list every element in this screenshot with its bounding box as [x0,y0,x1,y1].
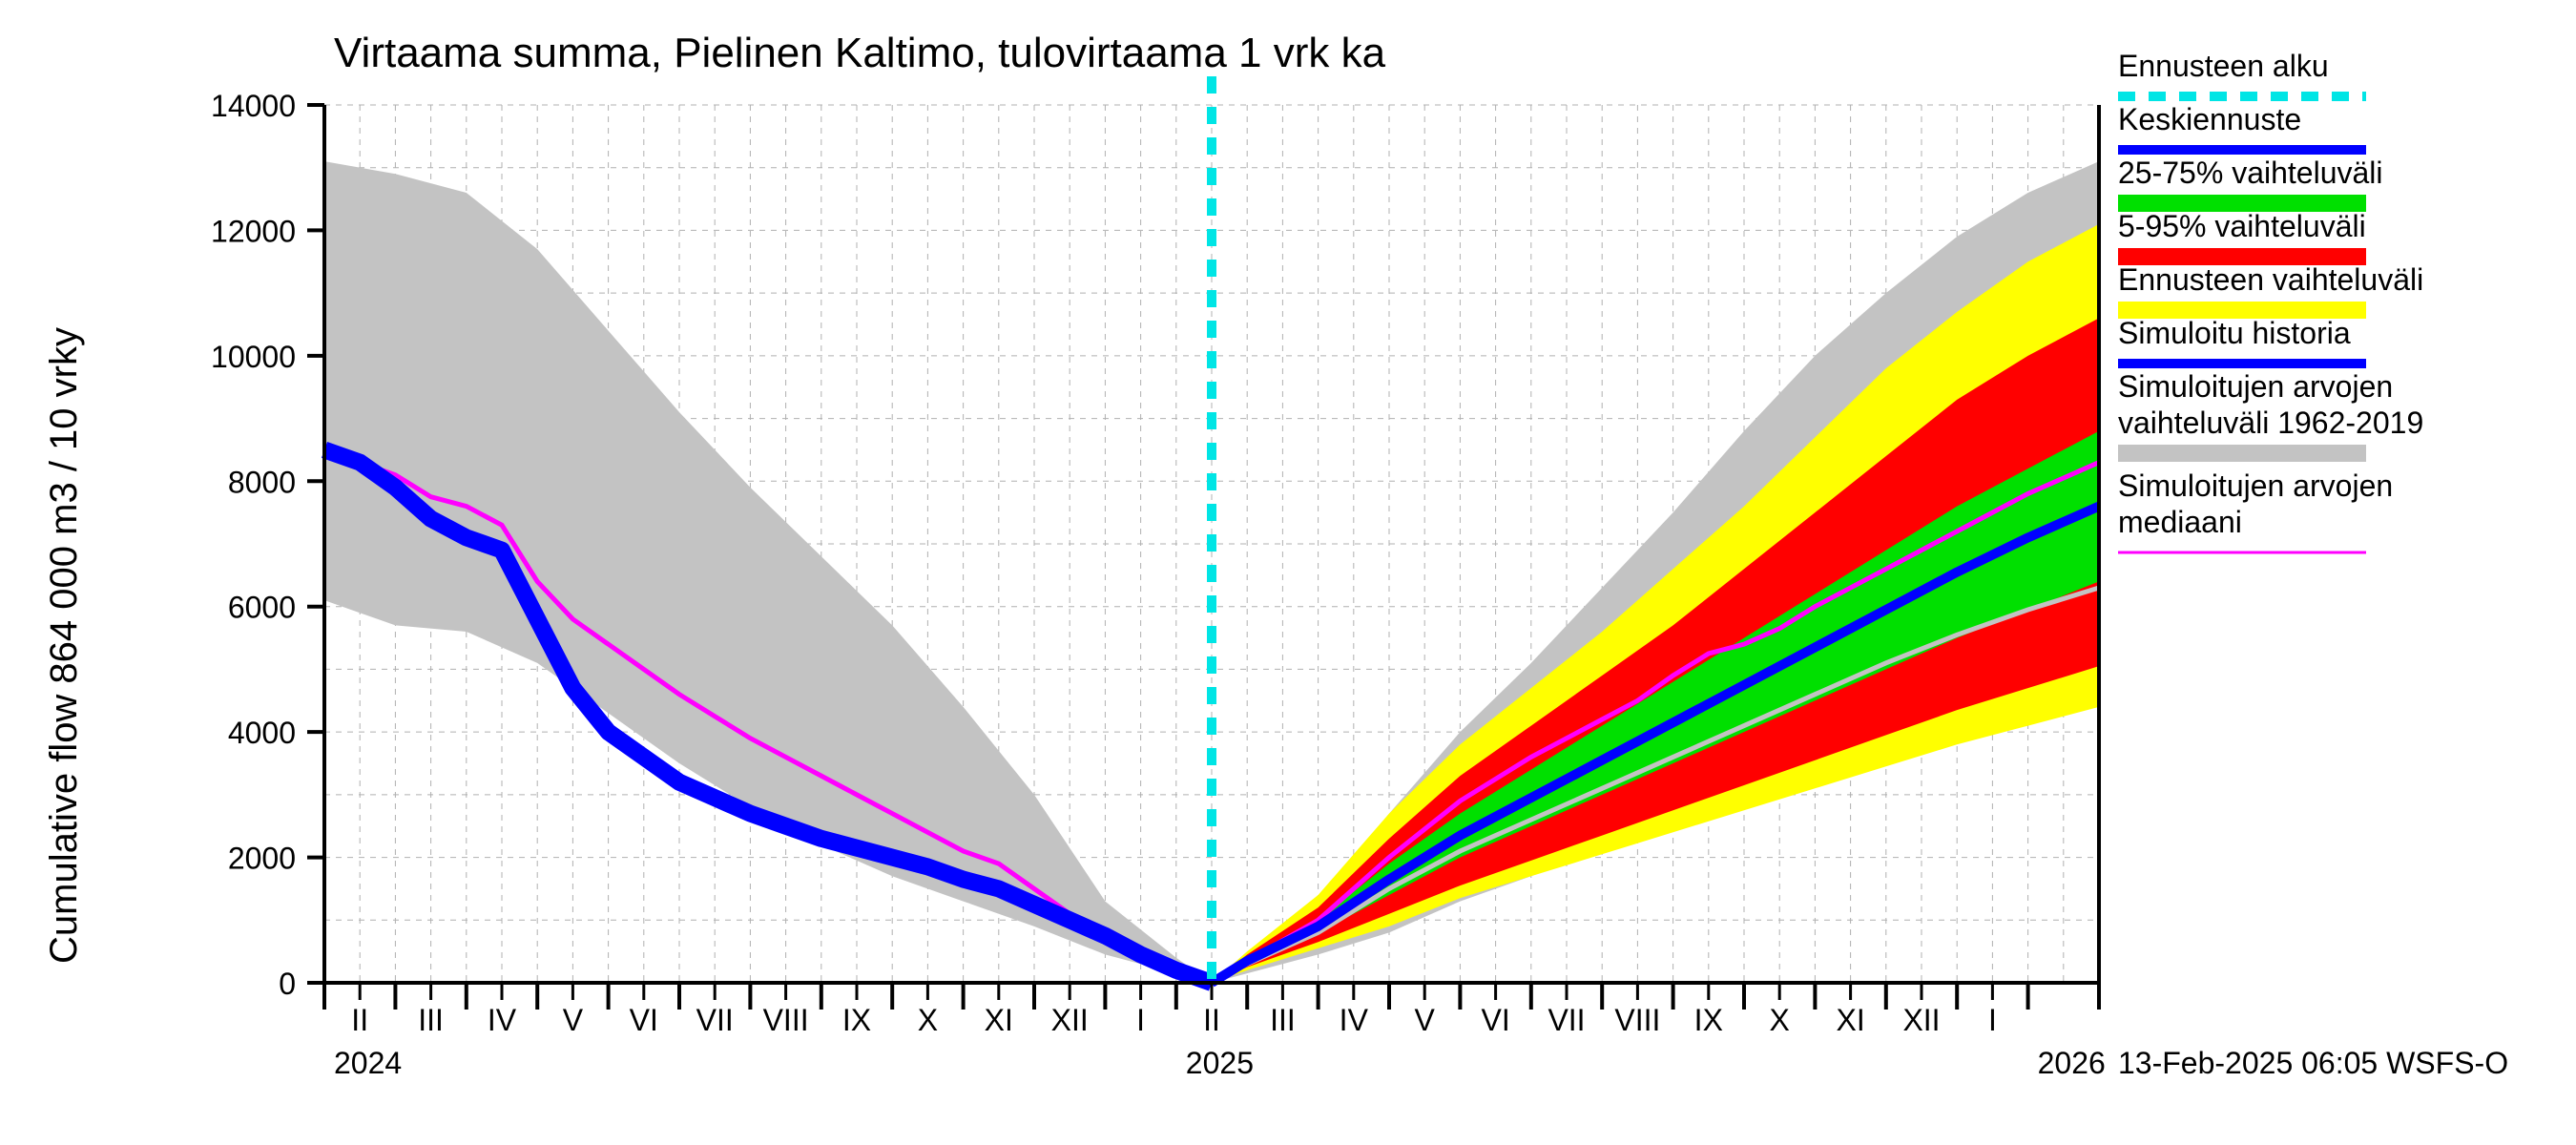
x-month-label: IX [842,1003,871,1037]
y-tick-label: 6000 [228,591,296,625]
x-month-label: VI [1481,1003,1509,1037]
x-month-label: V [563,1003,584,1037]
x-month-label: X [918,1003,938,1037]
x-month-label: X [1770,1003,1790,1037]
x-month-label: VII [1548,1003,1585,1037]
x-month-label: III [418,1003,444,1037]
x-month-label: I [1988,1003,1997,1037]
x-year-label: 2025 [1186,1046,1254,1080]
y-tick-label: 10000 [211,340,296,374]
x-month-label: XI [1836,1003,1864,1037]
legend-label: mediaani [2118,505,2242,539]
x-month-label: IV [488,1003,517,1037]
legend-label: Keskiennuste [2118,102,2301,136]
y-axis-label: Cumulative flow 864 000 m3 / 10 vrky [43,327,85,964]
x-month-label: III [1270,1003,1296,1037]
x-month-label: VIII [763,1003,809,1037]
x-month-label: XII [1902,1003,1940,1037]
chart-svg: 02000400060008000100001200014000IIIIIIVV… [0,0,2576,1145]
x-month-label: VI [630,1003,658,1037]
y-tick-label: 12000 [211,214,296,248]
chart-container: 02000400060008000100001200014000IIIIIIVV… [0,0,2576,1145]
x-month-label: V [1415,1003,1436,1037]
legend-label: Simuloitujen arvojen [2118,369,2393,404]
legend-label: vaihteluväli 1962-2019 [2118,406,2423,440]
x-month-label: VIII [1614,1003,1660,1037]
x-month-label: XII [1051,1003,1089,1037]
x-month-label: IV [1340,1003,1369,1037]
legend-label: 5-95% vaihteluväli [2118,209,2366,243]
legend-label: Simuloitu historia [2118,316,2351,350]
legend-label: Simuloitujen arvojen [2118,468,2393,503]
x-year-label: 2024 [334,1046,402,1080]
legend-label: Ennusteen alku [2118,49,2329,83]
y-tick-label: 2000 [228,842,296,876]
x-month-label: II [351,1003,368,1037]
x-month-label: XI [985,1003,1013,1037]
legend-label: 25-75% vaihteluväli [2118,156,2383,190]
y-tick-label: 4000 [228,716,296,750]
x-month-label: IX [1694,1003,1723,1037]
legend-swatch [2118,445,2366,462]
y-tick-label: 14000 [211,89,296,123]
legend-label: Ennusteen vaihteluväli [2118,262,2423,297]
x-year-label: 2026 [2038,1046,2106,1080]
chart-title: Virtaama summa, Pielinen Kaltimo, tulovi… [334,30,1386,76]
x-month-label: I [1136,1003,1145,1037]
footer-timestamp: 13-Feb-2025 06:05 WSFS-O [2118,1046,2508,1080]
y-tick-label: 0 [279,967,296,1001]
x-month-label: VII [696,1003,734,1037]
x-month-label: II [1203,1003,1220,1037]
y-tick-label: 8000 [228,465,296,499]
